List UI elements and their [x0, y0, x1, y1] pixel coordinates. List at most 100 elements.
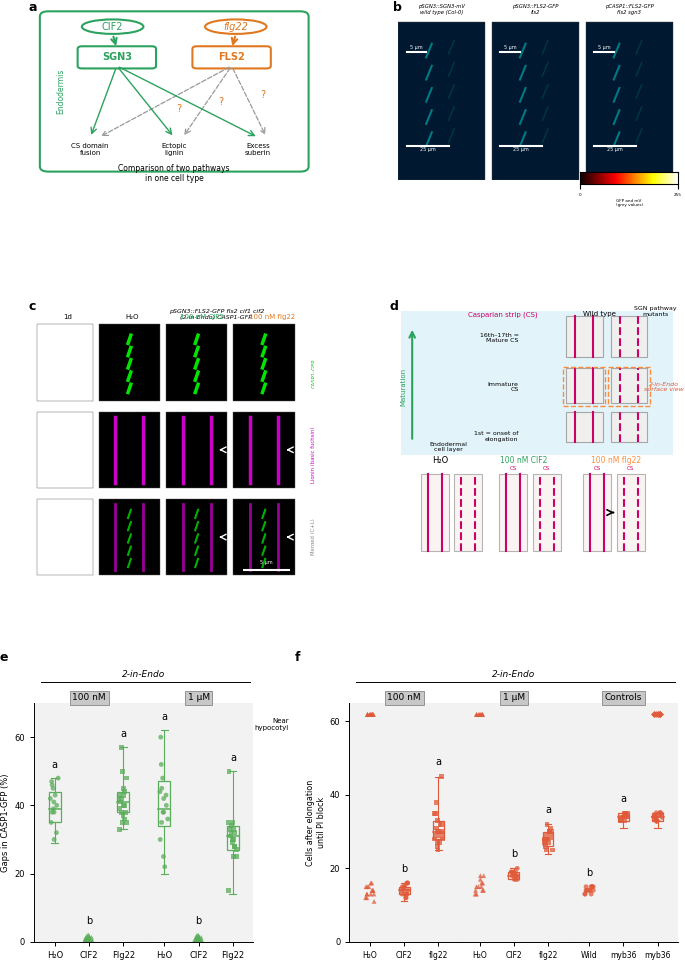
Text: b: b: [510, 850, 517, 859]
Point: [119, 798, 129, 813]
Point: [193, 931, 204, 947]
Point: [476, 706, 487, 722]
Point: [82, 931, 93, 947]
Point: [121, 815, 132, 830]
Point: [655, 805, 666, 821]
Point: [621, 809, 632, 825]
Point: [586, 886, 597, 901]
Text: b: b: [401, 864, 408, 874]
Point: [476, 875, 487, 891]
Text: a: a: [621, 794, 626, 804]
Point: [117, 764, 128, 779]
Point: [619, 813, 630, 828]
Bar: [49, 792, 61, 823]
Bar: [499, 475, 527, 551]
Text: CS: CS: [543, 466, 550, 471]
Point: [116, 740, 127, 755]
Point: [653, 805, 664, 821]
Text: Merged (C+L): Merged (C+L): [312, 519, 316, 555]
Point: [80, 930, 91, 946]
Point: [362, 890, 373, 905]
Point: [436, 827, 447, 843]
Point: [83, 930, 94, 946]
Point: [161, 798, 172, 813]
Point: [470, 882, 481, 898]
Bar: [421, 475, 449, 551]
Point: [471, 879, 482, 895]
Bar: [492, 21, 579, 180]
Point: [362, 886, 373, 901]
Text: a: a: [29, 1, 37, 14]
Point: [399, 879, 410, 895]
Ellipse shape: [82, 19, 143, 34]
Point: [588, 882, 599, 898]
Text: 2-in-Endo
surface view: 2-in-Endo surface view: [645, 382, 684, 392]
Point: [396, 882, 407, 898]
Point: [402, 875, 413, 891]
Point: [192, 927, 203, 943]
Point: [543, 835, 554, 850]
Point: [436, 817, 447, 832]
Bar: [227, 825, 239, 850]
Point: [225, 828, 236, 844]
Point: [85, 932, 96, 948]
Point: [79, 932, 90, 948]
Point: [650, 809, 661, 825]
Text: b: b: [393, 1, 401, 14]
Point: [361, 706, 372, 722]
Point: [471, 706, 482, 722]
Point: [651, 813, 662, 828]
Point: [475, 872, 486, 887]
Point: [400, 890, 411, 905]
Point: [366, 706, 377, 722]
Point: [544, 824, 555, 839]
Bar: [99, 411, 160, 488]
Point: [366, 875, 377, 891]
Text: CIF2: CIF2: [102, 22, 123, 32]
Point: [158, 849, 169, 864]
Point: [120, 804, 131, 820]
Point: [121, 771, 132, 786]
Point: [476, 706, 487, 722]
Point: [116, 791, 127, 806]
Point: [434, 824, 445, 839]
Text: 5 μm: 5 μm: [410, 45, 423, 50]
Point: [224, 822, 235, 837]
Bar: [37, 499, 93, 576]
Bar: [586, 21, 673, 180]
Point: [470, 886, 481, 901]
Text: Ectopic
lignin: Ectopic lignin: [162, 143, 187, 156]
Point: [82, 933, 92, 949]
Point: [399, 879, 410, 895]
Text: e: e: [0, 651, 8, 663]
Point: [397, 879, 408, 895]
Point: [584, 882, 595, 898]
Point: [119, 811, 130, 826]
Point: [117, 808, 128, 824]
Text: 100 nM CIF2: 100 nM CIF2: [501, 456, 548, 465]
Bar: [99, 324, 160, 401]
Point: [508, 864, 519, 879]
Point: [197, 933, 208, 949]
Point: [49, 804, 60, 820]
Bar: [399, 887, 410, 894]
Point: [430, 805, 441, 821]
Point: [649, 706, 660, 722]
Point: [192, 930, 203, 946]
Point: [197, 933, 208, 949]
Text: Casparian strip (CS): Casparian strip (CS): [468, 311, 538, 317]
Point: [649, 809, 660, 825]
Point: [656, 809, 667, 825]
Point: [397, 886, 408, 901]
Text: CS: CS: [510, 466, 516, 471]
Bar: [566, 411, 603, 442]
Point: [361, 706, 372, 722]
Point: [432, 824, 443, 839]
Bar: [37, 324, 93, 401]
Point: [157, 771, 168, 786]
Point: [49, 832, 60, 848]
Point: [227, 832, 238, 848]
Text: 25 μm: 25 μm: [420, 147, 436, 152]
Point: [223, 764, 234, 779]
Point: [227, 815, 238, 830]
